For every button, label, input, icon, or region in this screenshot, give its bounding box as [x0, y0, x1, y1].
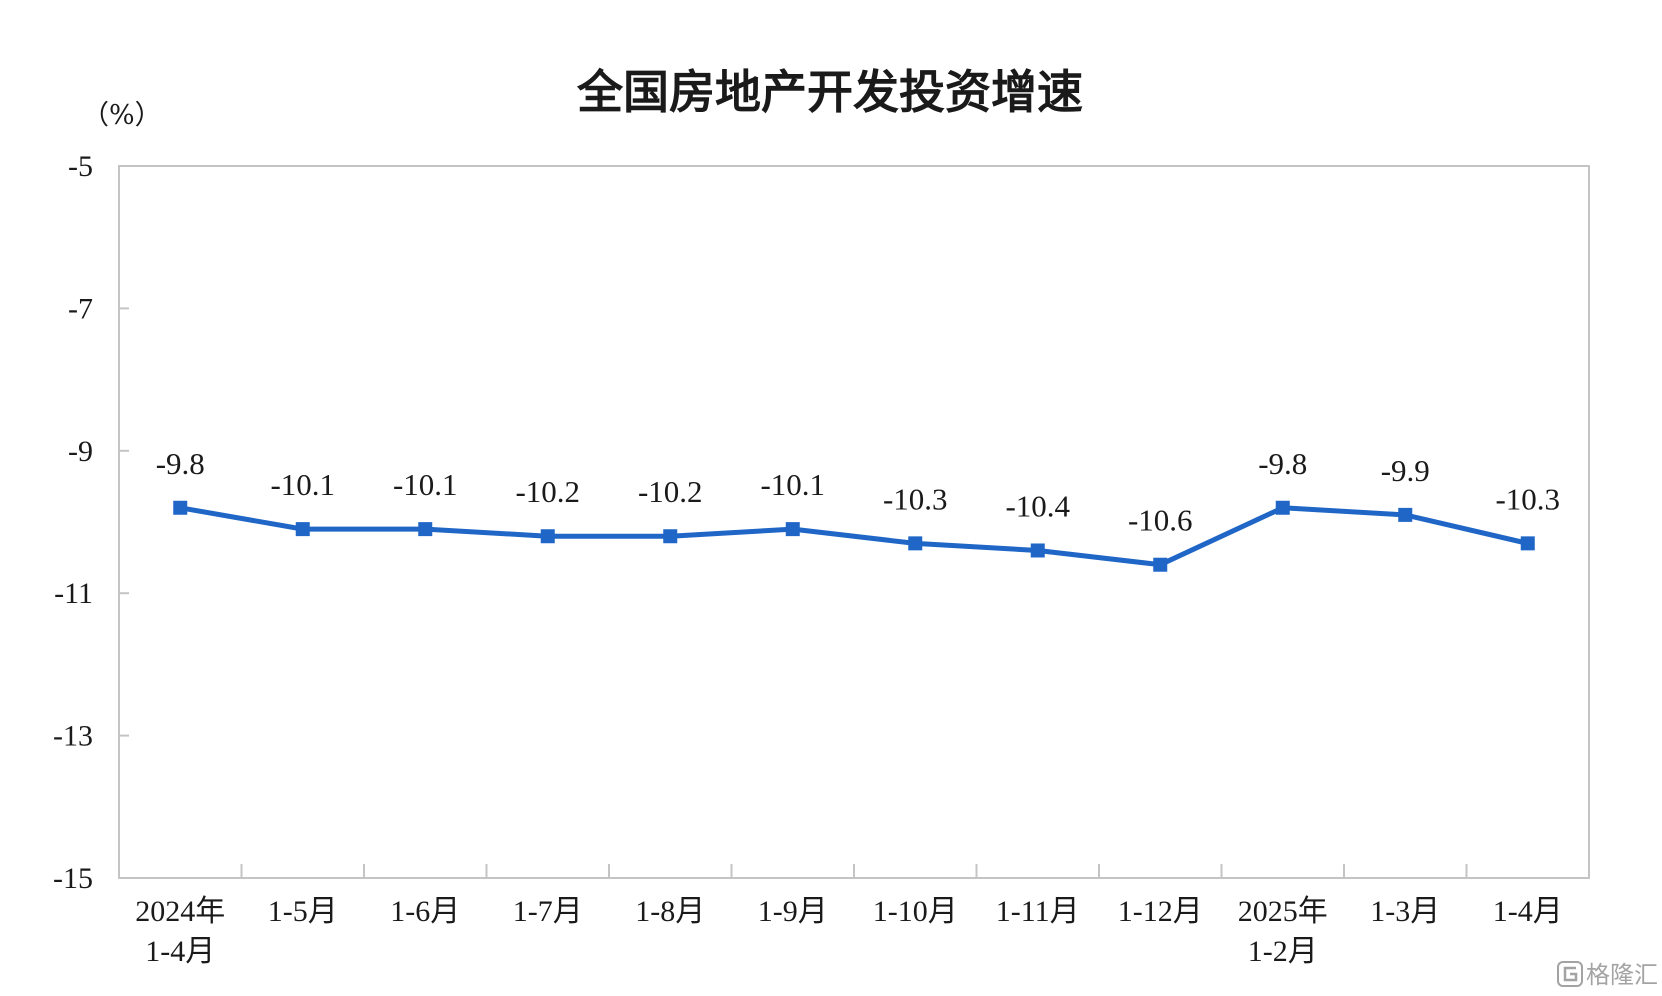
data-label: -10.6: [1128, 503, 1193, 538]
x-tick-label: 2025年: [1238, 895, 1328, 928]
data-label: -9.8: [156, 446, 205, 481]
x-tick-label: 1-3月: [1370, 895, 1440, 928]
chart-title: 全国房地产开发投资增速: [576, 65, 1083, 119]
data-label: -10.2: [638, 474, 703, 509]
data-point-marker: [663, 529, 678, 544]
x-tick-label: 1-2月: [1248, 935, 1318, 968]
series-line: [177, 505, 1531, 568]
y-unit-label: （%）: [82, 100, 162, 131]
data-label-group: -9.8 -10.1 -10.1 -10.2 -10.2 -10.1 -10.3 -10.4 -…: [156, 446, 1560, 538]
x-tick-label: 1-4月: [145, 935, 215, 968]
y-tick-label: -5: [68, 150, 93, 183]
y-tick-label: -13: [53, 720, 93, 753]
x-tick-label: 1-9月: [758, 895, 828, 928]
x-tick-label: 1-12月: [1118, 895, 1203, 928]
data-point-marker: [418, 522, 433, 537]
data-point-marker: [1398, 507, 1413, 522]
data-point-marker: [1275, 500, 1290, 515]
watermark-text: 格隆汇: [1586, 961, 1658, 989]
x-tick-label: 1-6月: [390, 895, 460, 928]
data-label: -10.1: [760, 467, 825, 502]
y-tick-label: -9: [68, 435, 93, 468]
data-label: -10.3: [883, 481, 948, 516]
series-line-group: [173, 500, 1535, 572]
data-label: -10.4: [1005, 488, 1070, 523]
x-tick-label: 1-7月: [513, 895, 583, 928]
x-tick-label: 1-11月: [996, 895, 1080, 928]
data-label: -9.9: [1381, 453, 1430, 488]
data-point-marker: [1030, 543, 1045, 558]
data-label: -10.1: [270, 467, 335, 502]
data-point-marker: [295, 522, 310, 537]
x-tick-label: 1-4月: [1493, 895, 1563, 928]
x-tick-label: 1-8月: [635, 895, 705, 928]
y-tick-label: -7: [68, 292, 93, 325]
gelonghui-logo-icon: [1557, 961, 1583, 987]
x-tick-label: 1-5月: [268, 895, 338, 928]
data-label: -10.2: [515, 474, 580, 509]
plot-frame: [118, 165, 1590, 879]
x-axis: 2024年 1-4月 1-5月 1-6月 1-7月 1-8月 1-9月 1-10月 1-11月 1…: [135, 864, 1563, 968]
data-label: -10.3: [1495, 481, 1560, 516]
x-tick-label: 1-10月: [873, 895, 958, 928]
data-point-marker: [785, 522, 800, 537]
y-tick-label: -15: [53, 862, 93, 895]
data-label: -10.1: [393, 467, 458, 502]
watermark: 格隆汇: [1557, 961, 1658, 989]
y-axis: -5 -7 -9 -11 -13 -15: [53, 150, 129, 895]
x-tick-label: 2024年: [135, 895, 225, 928]
data-point-marker: [1153, 557, 1168, 572]
data-point-marker: [1520, 536, 1535, 551]
data-point-marker: [908, 536, 923, 551]
data-point-marker: [540, 529, 555, 544]
data-point-marker: [173, 500, 188, 515]
data-label: -9.8: [1258, 446, 1307, 481]
y-tick-label: -11: [54, 577, 93, 610]
